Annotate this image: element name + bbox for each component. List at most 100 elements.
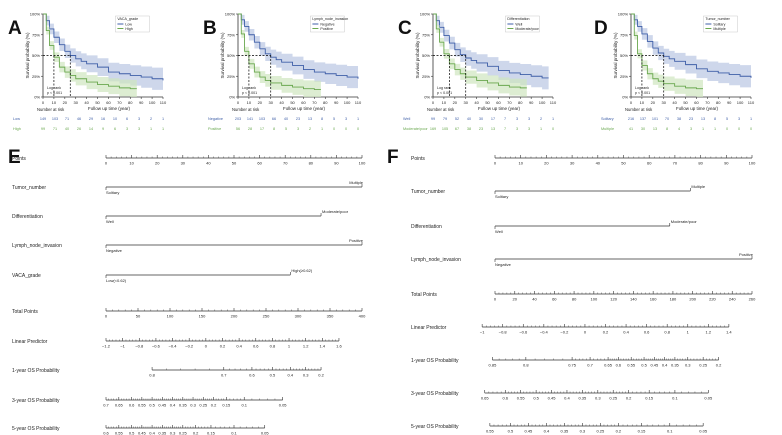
tick-label: 140	[630, 297, 637, 302]
x-tick-label: 40	[279, 100, 284, 105]
x-tick-label: 10	[52, 100, 57, 105]
nomogram-row-label: 3-year OS Probability	[12, 398, 60, 404]
x-tick-label: 30	[464, 100, 469, 105]
tick-label: 0.65	[481, 396, 490, 401]
risk-count: 38	[677, 117, 681, 121]
x-tick-label: 60	[694, 100, 699, 105]
tick-label: 180	[670, 297, 677, 302]
risk-count: 23	[689, 117, 693, 121]
tick-label: 0.6	[616, 363, 622, 368]
tick-label: −0.4	[540, 330, 549, 335]
level-label-high: Multiple	[691, 184, 706, 189]
risk-count: 99	[41, 127, 45, 131]
risk-count: 1	[540, 127, 542, 131]
x-tick-label: 10	[442, 100, 447, 105]
tick-label: 0.4	[544, 429, 550, 434]
ci-band-0	[43, 14, 163, 92]
y-axis-title: Survival probability (%)	[613, 32, 618, 79]
risk-count: 3	[138, 117, 140, 121]
tick-label: 0.6	[502, 396, 508, 401]
tick-label: 240	[729, 297, 736, 302]
tick-label: 0.55	[517, 396, 526, 401]
risk-count: 3	[297, 127, 299, 131]
risk-row-label: Well	[403, 117, 410, 121]
risk-count: 26	[77, 127, 81, 131]
nomogram-row-label: Total Points	[411, 292, 437, 298]
legend-title: VACA_grade	[117, 17, 138, 21]
x-tick-label: 110	[550, 100, 557, 105]
nomogram-row: Points 0 10 20 30 40 50 60 70 80 90 100	[12, 155, 366, 166]
y-tick-label: 50%	[422, 53, 430, 58]
y-tick-label: 0%	[229, 95, 235, 100]
tick-label: 0.35	[560, 429, 569, 434]
risk-count: 70	[665, 117, 669, 121]
tick-label: 0.65	[115, 403, 124, 408]
risk-count: 2	[540, 117, 542, 121]
tick-label: 40	[206, 161, 211, 166]
tick-label: 80	[698, 161, 703, 166]
risk-count: 17	[260, 127, 264, 131]
tick-label: 20	[155, 161, 160, 166]
nomogram-row-label: Linear Predictor	[411, 325, 447, 331]
tick-label: 400	[359, 314, 366, 319]
risk-count: 71	[65, 117, 69, 121]
tick-label: 0.25	[609, 396, 618, 401]
legend-entry: Positive	[320, 27, 333, 31]
risk-count: 17	[491, 117, 495, 121]
tick-label: 20	[513, 297, 518, 302]
risk-count: 30	[641, 127, 645, 131]
km-panel-c: C0%25%50%75%100%0 10 20 30 40 50 60 70 80 90 100 11…	[398, 12, 557, 132]
x-tick-label: 30	[269, 100, 274, 105]
x-tick-label: 0	[432, 100, 435, 105]
risk-row-label: Low	[13, 117, 20, 121]
risk-count: 8	[666, 127, 668, 131]
risk-count: 10	[113, 117, 117, 121]
tick-label: 0.65	[604, 363, 613, 368]
risk-count: 46	[77, 117, 81, 121]
risk-count: 8	[273, 127, 275, 131]
km-panel-a: A0%25%50%75%100%0 10 20 30 40 50 60 70 80 90 100 11…	[8, 12, 167, 132]
nomogram-row: Total Points 0 50 100 150 200 250 300 350 400	[12, 308, 366, 319]
level-label-high: Moderate/poor	[671, 219, 698, 224]
x-tick-label: 10	[247, 100, 252, 105]
risk-count: 3	[528, 117, 530, 121]
x-tick-label: 20	[258, 100, 263, 105]
x-tick-label: 70	[117, 100, 122, 105]
tick-label: 50	[136, 314, 141, 319]
pvalue-text: p < 0.001	[47, 91, 62, 95]
tick-label: 0.5	[129, 431, 135, 435]
tick-label: 0.45	[138, 431, 147, 435]
x-tick-label: 90	[727, 100, 732, 105]
tick-label: 0.35	[158, 431, 167, 435]
tick-label: 0.4	[623, 330, 629, 335]
tick-label: 100	[591, 297, 598, 302]
tick-label: 200	[231, 314, 238, 319]
ci-band-1	[43, 14, 137, 97]
legend-title: Differentiation	[507, 17, 529, 21]
x-tick-label: 60	[106, 100, 111, 105]
tick-label: −0.8	[499, 330, 508, 335]
y-axis-title: Survival probability (%)	[415, 32, 420, 79]
risk-count: 0	[552, 127, 554, 131]
risk-count: 5	[285, 127, 287, 131]
tick-label: 0.45	[650, 363, 659, 368]
x-tick-label: 90	[334, 100, 339, 105]
tick-label: 0.35	[179, 403, 188, 408]
tick-label: 0.35	[671, 363, 680, 368]
x-tick-label: 60	[301, 100, 306, 105]
y-tick-label: 25%	[32, 74, 40, 79]
x-axis-title: Follow up time (year)	[676, 106, 719, 111]
tick-label: 0.1	[672, 396, 678, 401]
tick-label: 0.2	[211, 403, 217, 408]
risk-count: 13	[701, 117, 705, 121]
risk-count: 0	[345, 127, 347, 131]
risk-count: 1	[552, 117, 554, 121]
tick-label: −0.6	[152, 344, 161, 349]
tick-label: 90	[724, 161, 729, 166]
km-panel-b: B0%25%50%75%100%0 10 20 30 40 50 60 70 80 90 100 11…	[203, 12, 362, 132]
tick-label: 0.45	[158, 403, 167, 408]
tick-label: 0.45	[548, 396, 557, 401]
